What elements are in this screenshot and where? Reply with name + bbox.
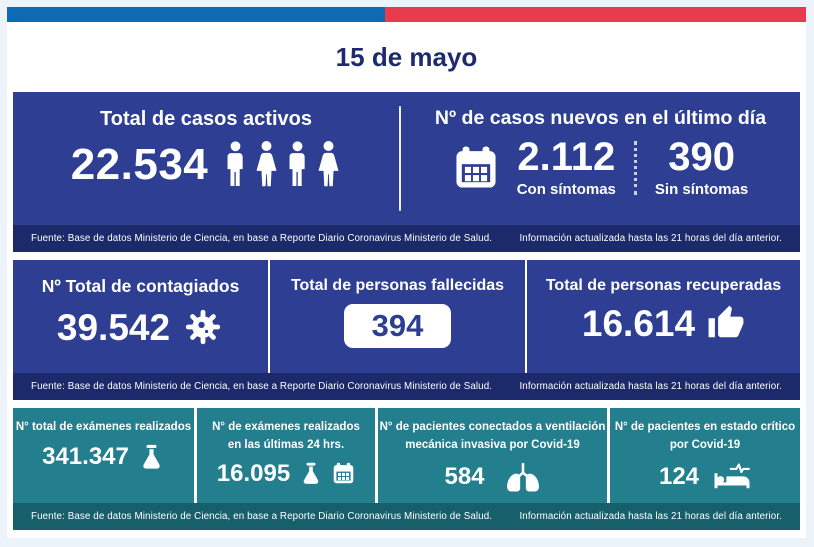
critical-section: N° de pacientes en estado crítico por Co… bbox=[610, 408, 800, 503]
new-cases-title: Nº de casos nuevos en el último día bbox=[434, 107, 767, 129]
dotted-divider bbox=[633, 140, 637, 195]
critical-value-row: 124 bbox=[659, 462, 751, 492]
contagiados-title: Nº Total de contagiados bbox=[41, 276, 240, 296]
flask-icon bbox=[303, 462, 319, 484]
male-person-icon bbox=[289, 141, 305, 186]
total-exams-section: N° total de exámenes realizados 341.347 bbox=[13, 408, 197, 503]
people-icons bbox=[224, 139, 341, 191]
with-symptoms-label: Con síntomas bbox=[516, 181, 616, 198]
contagiados-value-row: 39.542 bbox=[57, 306, 224, 348]
fallecidas-title: Total de personas fallecidas bbox=[290, 277, 505, 294]
panel-exams-body: N° total de exámenes realizados 341.347 … bbox=[13, 408, 800, 503]
fallecidas-section: Total de personas fallecidas 394 bbox=[270, 260, 527, 373]
ventilation-value-row: 584 bbox=[444, 462, 540, 493]
critical-value: 124 bbox=[658, 462, 700, 490]
source-note: Fuente: Base de datos Ministerio de Cien… bbox=[31, 233, 493, 244]
active-cases-value: 22.534 bbox=[70, 140, 209, 189]
panel-footer: Fuente: Base de datos Ministerio de Cien… bbox=[13, 373, 800, 400]
recuperadas-value-row: 16.614 bbox=[582, 304, 745, 342]
source-note: Fuente: Base de datos Ministerio de Cien… bbox=[31, 511, 493, 522]
hospital-bed-icon bbox=[714, 463, 750, 488]
page-title: 15 de mayo bbox=[335, 42, 478, 72]
total-exams-value-row: 341.347 bbox=[42, 444, 165, 471]
total-exams-title: N° total de exámenes realizados bbox=[15, 421, 192, 433]
panel-footer: Fuente: Base de datos Ministerio de Cien… bbox=[13, 225, 800, 252]
new-cases-section: Nº de casos nuevos en el último día 2.11… bbox=[401, 92, 800, 225]
panel-totals: Nº Total de contagiados 39.542 bbox=[13, 260, 800, 400]
vertical-divider bbox=[399, 106, 401, 211]
panel-footer: Fuente: Base de datos Ministerio de Cien… bbox=[13, 503, 800, 530]
panel-exams: N° total de exámenes realizados 341.347 … bbox=[13, 408, 800, 530]
panel-active-body: Total de casos activos 22.534 bbox=[13, 92, 800, 225]
calendar-icon bbox=[456, 146, 496, 188]
lungs-icon bbox=[506, 462, 539, 492]
thumbs-up-icon bbox=[708, 305, 744, 338]
ventilation-title: N° de pacientes conectados a ventilación… bbox=[379, 421, 606, 451]
recuperadas-title: Total de personas recuperadas bbox=[545, 277, 782, 294]
flag-stripe-blue bbox=[7, 7, 385, 22]
calendar-icon bbox=[333, 462, 354, 484]
with-symptoms-stat: 2.112 Con síntomas bbox=[517, 137, 616, 198]
source-note: Fuente: Base de datos Ministerio de Cien… bbox=[31, 381, 493, 392]
recuperadas-value: 16.614 bbox=[581, 302, 696, 344]
fallecidas-value: 394 bbox=[371, 308, 424, 343]
update-note: Información actualizada hasta las 21 hor… bbox=[519, 381, 782, 392]
new-cases-value-row: 2.112 Con síntomas 390 Sin síntomas bbox=[453, 137, 748, 198]
active-cases-value-row: 22.534 bbox=[71, 139, 342, 191]
exams-24h-value: 16.095 bbox=[216, 459, 291, 487]
ventilation-value: 584 bbox=[444, 463, 485, 491]
panel-active-cases: Total de casos activos 22.534 bbox=[13, 92, 800, 252]
without-symptoms-stat: 390 Sin síntomas bbox=[655, 137, 748, 198]
flask-icon bbox=[143, 444, 160, 469]
critical-title: N° de pacientes en estado crítico por Co… bbox=[614, 421, 796, 451]
ventilation-section: N° de pacientes conectados a ventilación… bbox=[378, 408, 610, 503]
exams-24h-section: N° de exámenes realizados en las últimas… bbox=[197, 408, 378, 503]
female-person-icon bbox=[318, 141, 339, 187]
total-exams-value: 341.347 bbox=[42, 443, 129, 471]
virus-icon bbox=[185, 309, 221, 345]
update-note: Información actualizada hasta las 21 hor… bbox=[519, 233, 782, 244]
contagiados-value: 39.542 bbox=[56, 306, 171, 348]
recuperadas-section: Total de personas recuperadas 16.614 bbox=[527, 260, 800, 373]
with-symptoms-value: 2.112 bbox=[517, 135, 616, 179]
exams-24h-title: N° de exámenes realizados en las últimas… bbox=[212, 421, 360, 451]
contagiados-section: Nº Total de contagiados 39.542 bbox=[13, 260, 270, 373]
flag-stripe bbox=[7, 7, 806, 22]
flag-stripe-red bbox=[385, 7, 806, 22]
exams-24h-value-row: 16.095 bbox=[216, 459, 355, 487]
panel-totals-body: Nº Total de contagiados 39.542 bbox=[13, 260, 800, 373]
fallecidas-value-box: 394 bbox=[343, 304, 452, 348]
without-symptoms-label: Sin síntomas bbox=[654, 181, 749, 198]
active-cases-title: Total de casos activos bbox=[100, 108, 312, 130]
report-sheet: 15 de mayo Total de casos activos 22.534 bbox=[7, 7, 806, 538]
female-person-icon bbox=[256, 141, 277, 187]
without-symptoms-value: 390 bbox=[668, 135, 735, 179]
male-person-icon bbox=[227, 141, 243, 186]
panels-container: Total de casos activos 22.534 bbox=[7, 92, 806, 530]
update-note: Información actualizada hasta las 21 hor… bbox=[519, 511, 782, 522]
active-cases-section: Total de casos activos 22.534 bbox=[13, 92, 399, 225]
